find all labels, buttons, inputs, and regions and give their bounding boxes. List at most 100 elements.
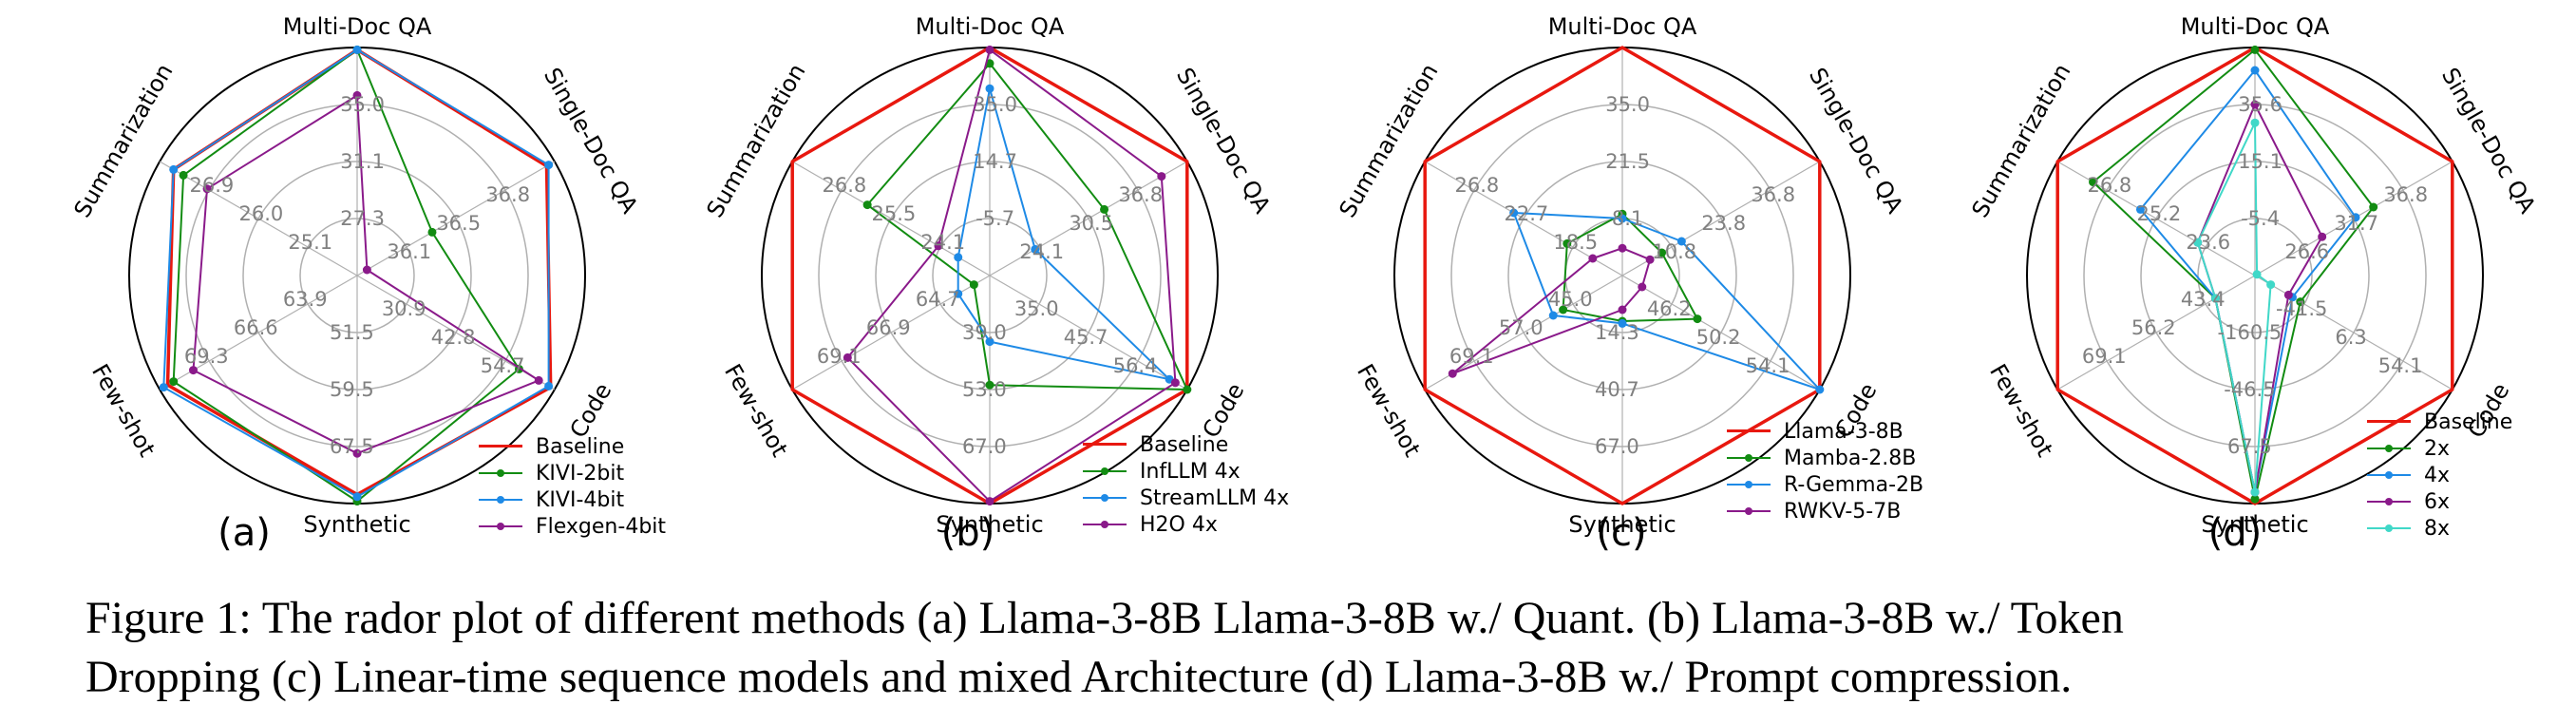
- legend-a: Baseline KIVI-2bit KIVI-4bit Flexgen-4bit: [477, 433, 666, 540]
- legend-swatch-flexgen-4bit: [477, 513, 524, 540]
- legend-b: Baseline InfLLM 4x StreamLLM 4x H2O 4x: [1081, 431, 1289, 538]
- legend-label-kivi-2bit: KIVI-2bit: [536, 461, 625, 486]
- point-4x-summarization: [2135, 204, 2145, 214]
- tick-label-single-doc-qa-2: 30.5: [1069, 212, 1113, 235]
- point-h2o-4x-few-shot: [843, 352, 852, 362]
- legend-item-kivi-2bit: KIVI-2bit: [477, 460, 666, 486]
- point-r-gemma-2b-few-shot: [1548, 311, 1558, 320]
- legend-swatch-kivi-4bit: [477, 486, 524, 513]
- legend-line-baseline: [1083, 443, 1127, 447]
- tick-label-code-3: 54.7: [481, 354, 525, 377]
- legend-label-4x: 4x: [2424, 463, 2451, 487]
- legend-swatch-8x: [2365, 515, 2413, 542]
- tick-label-synthetic-2: -46.5: [2224, 378, 2275, 401]
- tick-label-multi-doc-qa-1: 8.1: [1612, 207, 1643, 230]
- legend-marker-kivi-4bit: [497, 496, 504, 504]
- spoke-code: [1621, 275, 1821, 391]
- point-h2o-4x-summarization: [934, 241, 943, 251]
- point-r-gemma-2b-code: [1815, 385, 1825, 394]
- point-h2o-4x-synthetic: [985, 497, 994, 506]
- point-flexgen-4bit-code: [534, 375, 543, 385]
- point-4x-single-doc-qa: [2351, 213, 2360, 222]
- radar-panel-a: 27.3 31.1 35.0 36.1 36.5 36.8 30.9 42.8 54.7 51.5…: [34, 0, 678, 570]
- tick-label-few-shot-3: 69.1: [817, 345, 862, 368]
- tick-label-few-shot-2: 66.9: [866, 316, 911, 339]
- tick-label-summarization-2: 25.2: [2137, 202, 2182, 225]
- point-kivi-4bit-single-doc-qa: [544, 161, 554, 170]
- axis-label-multi-doc-qa: Multi-Doc QA: [283, 13, 432, 40]
- tick-label-code-1: 35.0: [1014, 297, 1059, 320]
- point-mamba-2-8b-code: [1693, 314, 1702, 324]
- tick-label-few-shot-1: 43.4: [2181, 288, 2226, 311]
- tick-label-code-1: 30.9: [382, 297, 426, 320]
- tick-label-multi-doc-qa-3: 35.0: [340, 93, 385, 116]
- spoke-few-shot: [1424, 275, 1623, 391]
- spoke-single-doc-qa: [1621, 161, 1821, 276]
- tick-label-code-2: 6.3: [2335, 326, 2366, 349]
- axis-label-summarization: Summarization: [701, 59, 810, 221]
- point-kivi-4bit-synthetic: [352, 492, 362, 502]
- series-line-kivi-4bit: [162, 48, 550, 498]
- axis-label-synthetic: Synthetic: [936, 511, 1043, 538]
- legend-item-6x: 6x: [2365, 488, 2512, 515]
- spoke-few-shot: [2056, 275, 2256, 391]
- point-6x-single-doc-qa: [2318, 232, 2327, 241]
- series-line-4x: [2139, 69, 2357, 493]
- tick-label-single-doc-qa-3: 36.8: [485, 183, 530, 206]
- tick-label-summarization-2: 22.7: [1505, 202, 1549, 225]
- tick-label-single-doc-qa-2: 31.7: [2334, 212, 2378, 235]
- tick-label-single-doc-qa-2: 36.5: [436, 212, 481, 235]
- tick-label-single-doc-qa-2: 23.8: [1701, 212, 1746, 235]
- tick-label-code-2: 50.2: [1696, 326, 1741, 349]
- tick-label-few-shot-1: 63.9: [283, 288, 328, 311]
- tick-label-few-shot-2: 66.6: [234, 316, 278, 339]
- point-rwkv-5-7b-code: [1638, 282, 1647, 292]
- point-r-gemma-2b-multi-doc-qa: [1618, 214, 1627, 223]
- point-kivi-2bit-single-doc-qa: [427, 227, 437, 237]
- tick-label-multi-doc-qa-1: 27.3: [340, 207, 385, 230]
- tick-label-multi-doc-qa-2: 15.1: [2238, 150, 2282, 173]
- legend-swatch-baseline: [2365, 409, 2413, 435]
- legend-swatch-baseline: [477, 433, 524, 460]
- legend-swatch-mamba-2-8b: [1725, 445, 1772, 471]
- legend-marker-kivi-2bit: [497, 469, 504, 477]
- point-r-gemma-2b-synthetic: [1618, 318, 1627, 328]
- legend-label-streamllm-4x: StreamLLM 4x: [1140, 486, 1290, 510]
- axis-label-multi-doc-qa: Multi-Doc QA: [916, 13, 1065, 40]
- tick-label-code-3: 54.1: [2378, 354, 2423, 377]
- point-r-gemma-2b-single-doc-qa: [1676, 237, 1686, 246]
- point-2x-multi-doc-qa: [2250, 45, 2260, 54]
- legend-item-2x: 2x: [2365, 435, 2512, 462]
- tick-label-single-doc-qa-1: 26.6: [2284, 240, 2329, 263]
- legend-marker-4x: [2385, 471, 2393, 479]
- tick-label-few-shot-3: 69.1: [1449, 345, 1494, 368]
- legend-item-llama-3-8b: Llama-3-8B: [1725, 418, 1923, 445]
- axis-label-single-doc-qa: Single-Doc QA: [539, 64, 643, 219]
- point-8x-few-shot: [2210, 294, 2220, 303]
- tick-label-summarization-3: 26.8: [823, 174, 867, 197]
- axis-label-summarization: Summarization: [1966, 59, 2075, 221]
- spoke-summarization: [159, 161, 358, 276]
- point-flexgen-4bit-few-shot: [188, 366, 198, 375]
- legend-item-baseline: Baseline: [477, 433, 666, 460]
- legend-item-4x: 4x: [2365, 462, 2512, 488]
- legend-swatch-llama-3-8b: [1725, 418, 1772, 445]
- tick-label-multi-doc-qa-2: 21.5: [1605, 150, 1650, 173]
- tick-label-synthetic-1: 14.3: [1595, 321, 1639, 344]
- axis-label-summarization: Summarization: [1334, 59, 1443, 221]
- tick-label-few-shot-2: 57.0: [1499, 316, 1544, 339]
- tick-label-summarization-3: 26.9: [190, 174, 235, 197]
- tick-label-synthetic-1: 51.5: [330, 321, 374, 344]
- tick-label-code-1: -41.5: [2276, 297, 2327, 320]
- tick-label-multi-doc-qa-1: -5.7: [975, 207, 1014, 230]
- tick-label-multi-doc-qa-1: -5.4: [2241, 207, 2280, 230]
- point-mamba-2-8b-summarization: [1563, 238, 1572, 248]
- tick-label-synthetic-3: 67.0: [962, 435, 1007, 458]
- point-kivi-2bit-summarization: [179, 170, 188, 180]
- legend-label-mamba-2-8b: Mamba-2.8B: [1784, 446, 1917, 470]
- legend-label-kivi-4bit: KIVI-4bit: [536, 487, 625, 512]
- axis-label-multi-doc-qa: Multi-Doc QA: [2181, 13, 2330, 40]
- tick-label-few-shot-2: 56.2: [2131, 316, 2176, 339]
- legend-line-llama-3-8b: [1727, 429, 1771, 433]
- tick-label-synthetic-3: 67.0: [1595, 435, 1639, 458]
